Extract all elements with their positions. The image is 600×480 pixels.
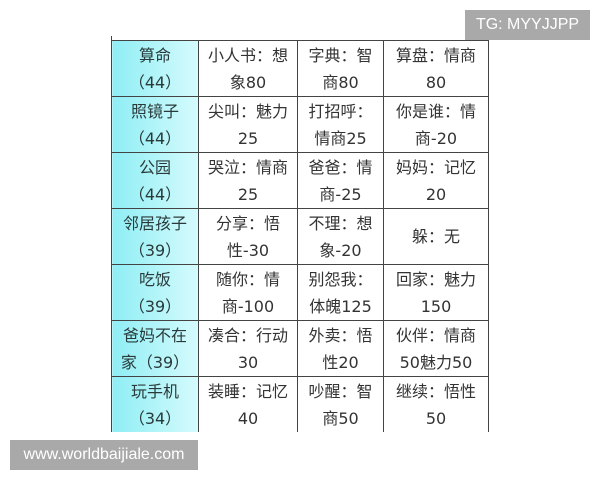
cell-text: 象80 bbox=[229, 72, 267, 92]
cell-text: （34） bbox=[128, 408, 182, 428]
cell-text: 商80 bbox=[322, 72, 359, 92]
cell-text: 算命 bbox=[138, 45, 171, 65]
cell-text: 家（39） bbox=[120, 352, 190, 372]
cell-text: 打招呼： bbox=[308, 101, 373, 121]
watermark-top: TG: MYYJJPP bbox=[465, 10, 590, 40]
choice-cell: 打招呼： 情商25 bbox=[297, 96, 384, 153]
cell-text: 吵醒：智 bbox=[308, 381, 373, 401]
choice-cell: 继续：悟性 50 bbox=[383, 376, 489, 432]
event-choice-table: 算命 （44） 小人书：想 象80 字典：智 商80 算盘：情商 80 照镜子 （44） 尖叫：魅力… bbox=[111, 40, 489, 432]
cell-text: 尖叫：魅力 bbox=[207, 101, 288, 121]
choice-cell: 爸爸：情商-25 bbox=[297, 152, 384, 209]
event-name-cell: 算命 （44） bbox=[111, 40, 199, 97]
table-row: 算命 （44） 小人书：想 象80 字典：智 商80 算盘：情商 80 bbox=[111, 40, 489, 97]
table-row: 玩手机 （34） 装睡：记忆 40 吵醒：智商50 继续：悟性 50 bbox=[111, 376, 489, 432]
event-name-cell: 公园 （44） bbox=[111, 152, 199, 209]
cell-text: 字典：智 bbox=[308, 45, 373, 65]
choice-cell: 算盘：情商 80 bbox=[383, 40, 489, 97]
cell-text: 50魅力50 bbox=[399, 352, 473, 372]
table-row: 邻居孩子 （39） 分享：悟 性-30 不理：想 象-20 躲：无 bbox=[111, 208, 489, 265]
cell-text: 商-25 bbox=[319, 184, 362, 204]
choice-cell: 哭泣：情商 25 bbox=[198, 152, 298, 209]
cell-text: 150 bbox=[420, 296, 452, 316]
cell-text: 20 bbox=[425, 184, 447, 204]
cell-text: 邻居孩子 bbox=[122, 213, 187, 233]
cell-text: 公园 bbox=[138, 157, 171, 177]
table-row: 照镜子 （44） 尖叫：魅力 25 打招呼： 情商25 你是谁：情商-20 bbox=[111, 96, 489, 153]
event-name-cell: 邻居孩子 （39） bbox=[111, 208, 199, 265]
cell-text: （44） bbox=[128, 128, 182, 148]
cell-text: 回家：魅力 bbox=[395, 269, 476, 289]
cell-text: 装睡：记忆 bbox=[207, 381, 288, 401]
choice-cell: 外卖：悟性20 bbox=[297, 320, 384, 377]
choice-cell: 伙伴：情商 50魅力50 bbox=[383, 320, 489, 377]
cell-text: 商-20 bbox=[414, 128, 458, 148]
watermark-bottom: www.worldbaijiale.com bbox=[10, 440, 198, 470]
table-row: 公园 （44） 哭泣：情商 25 爸爸：情商-25 妈妈：记忆 20 bbox=[111, 152, 489, 209]
event-name-cell: 照镜子 （44） bbox=[111, 96, 199, 153]
choice-cell: 尖叫：魅力 25 bbox=[198, 96, 298, 153]
cell-text: 象-20 bbox=[319, 240, 362, 260]
choice-cell: 小人书：想象80 bbox=[198, 40, 298, 97]
cell-text: 外卖：悟 bbox=[308, 325, 373, 345]
choice-cell: 不理：想象-20 bbox=[297, 208, 384, 265]
choice-cell: 你是谁：情商-20 bbox=[383, 96, 489, 153]
choice-cell: 装睡：记忆 40 bbox=[198, 376, 298, 432]
cell-text: 80 bbox=[425, 72, 447, 92]
choice-cell: 字典：智商80 bbox=[297, 40, 384, 97]
cell-text: 不理：想 bbox=[308, 213, 373, 233]
choice-cell: 吵醒：智商50 bbox=[297, 376, 384, 432]
choice-cell: 凑合：行动 30 bbox=[198, 320, 298, 377]
cell-text: 商-100 bbox=[221, 296, 275, 316]
choice-cell: 分享：悟性-30 bbox=[198, 208, 298, 265]
cell-text: 算盘：情商 bbox=[395, 45, 476, 65]
cell-text: 40 bbox=[237, 408, 259, 428]
cell-text: （39） bbox=[128, 296, 182, 316]
cell-text: 凑合：行动 bbox=[207, 325, 288, 345]
cell-text: 吃饭 bbox=[138, 269, 171, 289]
choice-cell: 别怨我： 体魄125 bbox=[297, 264, 384, 321]
cell-text: 性-30 bbox=[226, 240, 270, 260]
cell-text: （44） bbox=[128, 72, 182, 92]
cell-text: 30 bbox=[237, 352, 259, 372]
cell-text: 玩手机 bbox=[130, 381, 179, 401]
cell-text: 分享：悟 bbox=[215, 213, 280, 233]
cell-text: 50 bbox=[425, 408, 447, 428]
cell-text: 妈妈：记忆 bbox=[395, 157, 476, 177]
event-name-cell: 玩手机 （34） bbox=[111, 376, 199, 432]
cell-text: 继续：悟性 bbox=[395, 381, 476, 401]
choice-cell: 随你：情商-100 bbox=[198, 264, 298, 321]
cell-text: 商50 bbox=[322, 408, 359, 428]
event-name-cell: 吃饭 （39） bbox=[111, 264, 199, 321]
choice-cell: 妈妈：记忆 20 bbox=[383, 152, 489, 209]
cell-text: 性20 bbox=[322, 352, 359, 372]
cell-text: 别怨我： bbox=[308, 269, 373, 289]
choice-cell: 回家：魅力 150 bbox=[383, 264, 489, 321]
cell-text: 你是谁：情 bbox=[395, 101, 476, 121]
event-name-cell: 爸妈不在家（39） bbox=[111, 320, 199, 377]
cell-text: 伙伴：情商 bbox=[395, 325, 476, 345]
cell-text: 爸爸：情 bbox=[308, 157, 373, 177]
cell-text: 哭泣：情商 bbox=[207, 157, 288, 177]
cell-text: 爸妈不在 bbox=[122, 325, 187, 345]
cell-text: 25 bbox=[237, 128, 259, 148]
choice-cell: 躲：无 bbox=[383, 208, 489, 265]
cell-text: 照镜子 bbox=[130, 101, 179, 121]
table-row: 吃饭 （39） 随你：情商-100 别怨我： 体魄125 回家：魅力 150 bbox=[111, 264, 489, 321]
cell-text: 情商25 bbox=[314, 128, 367, 148]
cell-text: 随你：情 bbox=[215, 269, 280, 289]
cell-text: 躲：无 bbox=[411, 227, 460, 246]
cell-text: 体魄125 bbox=[309, 296, 372, 316]
table-row: 爸妈不在家（39） 凑合：行动 30 外卖：悟性20 伙伴：情商 50魅力50 bbox=[111, 320, 489, 377]
cell-text: 25 bbox=[237, 184, 259, 204]
cell-text: （39） bbox=[128, 240, 182, 260]
cell-text: 小人书：想 bbox=[207, 45, 288, 65]
cell-text: （44） bbox=[128, 184, 182, 204]
